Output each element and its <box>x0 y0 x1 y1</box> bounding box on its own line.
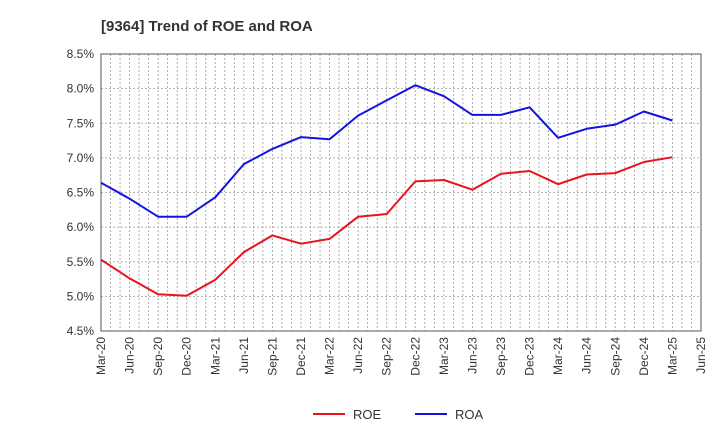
x-tick-label: Mar-24 <box>551 337 565 375</box>
x-tick-label: Sep-23 <box>494 337 508 376</box>
x-tick-label: Sep-21 <box>265 337 279 376</box>
x-tick-label: Jun-24 <box>580 337 594 374</box>
x-tick-label: Dec-20 <box>180 337 194 376</box>
y-tick-label: 6.5% <box>67 186 95 200</box>
x-tick-label: Jun-23 <box>465 337 479 374</box>
x-tick-label: Mar-20 <box>94 337 108 375</box>
y-tick-label: 6.0% <box>67 220 95 234</box>
y-tick-label: 8.0% <box>67 82 95 96</box>
legend-label-roe: ROE <box>353 407 382 422</box>
legend-label-roa: ROA <box>455 407 484 422</box>
y-tick-label: 4.5% <box>67 324 95 338</box>
x-tick-label: Jun-21 <box>237 337 251 374</box>
x-axis: Mar-20 Jun-20 Sep-20 Dec-20 Mar-21 Jun-21 Sep-… <box>94 337 708 376</box>
x-tick-label: Mar-22 <box>323 337 337 375</box>
x-tick-label: Jun-20 <box>123 337 137 374</box>
y-tick-label: 5.5% <box>67 255 95 269</box>
x-tick-label: Mar-25 <box>665 337 679 375</box>
legend: ROE ROA <box>313 407 484 422</box>
plot-frame <box>100 53 702 332</box>
x-tick-label: Dec-24 <box>637 337 651 376</box>
x-tick-label: Sep-20 <box>151 337 165 376</box>
series-line-roe <box>100 156 673 297</box>
x-tick-label: Dec-23 <box>523 337 537 376</box>
series-line-roa <box>100 84 673 218</box>
chart-title: [9364] Trend of ROE and ROA <box>101 18 313 35</box>
x-tick-label: Dec-22 <box>408 337 422 376</box>
series-lines <box>100 84 673 297</box>
x-tick-label: Mar-21 <box>208 337 222 375</box>
x-tick-label: Sep-24 <box>608 337 622 376</box>
x-tick-label: Jun-22 <box>351 337 365 374</box>
y-tick-label: 7.5% <box>67 116 95 130</box>
x-tick-label: Jun-25 <box>694 337 708 374</box>
grid <box>100 53 702 332</box>
x-tick-label: Mar-23 <box>437 337 451 375</box>
y-tick-label: 7.0% <box>67 151 95 165</box>
x-tick-label: Sep-22 <box>380 337 394 376</box>
y-tick-label: 5.0% <box>67 289 95 303</box>
x-tick-label: Dec-21 <box>294 337 308 376</box>
y-tick-label: 8.5% <box>67 47 95 61</box>
y-axis: 4.5% 5.0% 5.5% 6.0% 6.5% 7.0% 7.5% 8.0% 8.5% <box>67 47 95 338</box>
